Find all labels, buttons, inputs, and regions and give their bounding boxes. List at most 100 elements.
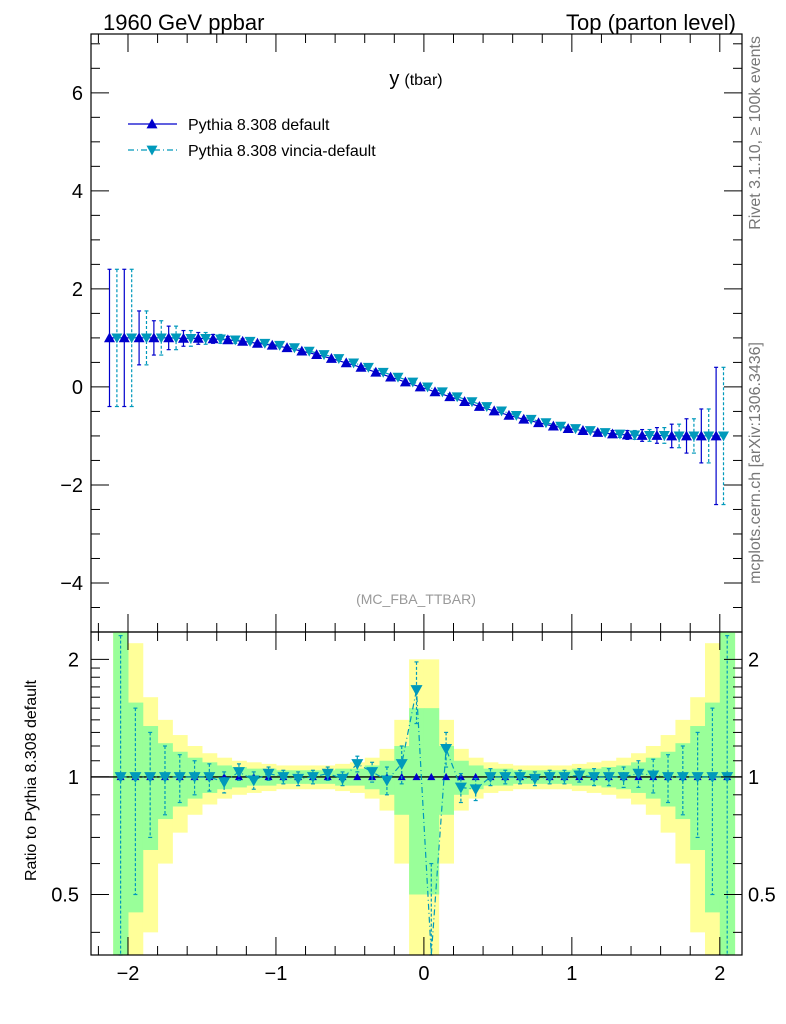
series2-point — [303, 346, 315, 357]
ratio-series2-point — [351, 759, 364, 770]
series2-point — [333, 354, 345, 364]
main-plot: −4 −2 0 2 4 6 — [60, 33, 743, 633]
main-ytick-label: 6 — [72, 83, 83, 105]
series2-point — [436, 387, 448, 398]
analysis-watermark: (MC_FBA_TTBAR) — [356, 591, 476, 607]
ratio-series2-point — [336, 773, 349, 785]
series1-point — [681, 430, 693, 441]
legend: Pythia 8.308 default Pythia 8.308 vincia-… — [128, 117, 376, 160]
legend-label-2: Pythia 8.308 vincia-default — [188, 143, 376, 160]
series1-point — [666, 430, 678, 441]
series1-point — [370, 366, 382, 377]
series2-point — [525, 414, 537, 425]
ratio-series2-point — [469, 784, 482, 796]
legend-label-1: Pythia 8.308 default — [188, 117, 330, 134]
ratio-ytick-label-right: 1 — [748, 767, 759, 789]
series1-point — [607, 428, 619, 439]
ratio-series2-point — [514, 772, 527, 783]
series1-point — [710, 430, 722, 441]
ratio-series2-point — [306, 772, 319, 783]
ratio-series2-point — [129, 772, 142, 783]
series1-point — [177, 332, 189, 343]
ratio-series2-point — [144, 772, 157, 783]
ratio-series2-point — [528, 773, 541, 785]
ratio-series2-point — [262, 768, 275, 780]
series1-point — [429, 386, 441, 397]
series2-point — [614, 429, 626, 440]
series2-point — [629, 430, 641, 441]
ratio-series2-point — [602, 772, 615, 783]
series2-point — [466, 397, 478, 408]
series1-point — [222, 334, 234, 345]
series1-point — [518, 413, 530, 424]
ratio-series2-point — [218, 777, 231, 789]
series2-point — [377, 367, 389, 378]
series2-point — [288, 343, 300, 354]
ratio-series2-point — [706, 772, 719, 783]
series1-point — [266, 339, 278, 350]
series2-point — [362, 362, 374, 373]
ratio-ylabel: Ratio to Pythia 8.308 default — [23, 679, 40, 881]
series2-point — [718, 431, 730, 442]
ratio-series2-point — [292, 773, 305, 785]
ratio-series2-point — [647, 770, 660, 782]
series1-point — [207, 333, 219, 344]
series2-point — [318, 350, 330, 361]
series1-point — [385, 371, 397, 382]
series1-point — [399, 376, 411, 387]
legend-marker-2 — [146, 145, 158, 156]
ratio-series2-point — [588, 772, 601, 783]
ratio-ytick-label-left: 1 — [68, 767, 79, 789]
series2-point — [170, 333, 182, 344]
series1-point — [592, 427, 604, 437]
series1-point — [473, 401, 485, 411]
ratio-ytick-label-left: 0.5 — [51, 885, 79, 907]
series2-point — [644, 431, 656, 441]
series2-point — [348, 358, 360, 369]
ratio-series2-point — [721, 772, 734, 783]
series2-point — [259, 338, 271, 349]
series1-point — [503, 409, 515, 420]
mcplots-side-label: mcplots.cern.ch [arXiv:1306.3436] — [747, 342, 764, 584]
series1-point — [281, 342, 293, 353]
rivet-side-label: Rivet 3.1.10, ≥ 100k events — [747, 36, 764, 230]
series2-point — [451, 392, 463, 403]
series2-point — [658, 431, 670, 441]
ratio-series2-point — [632, 768, 645, 780]
series1-point — [103, 332, 115, 343]
series2-point — [481, 402, 493, 413]
ratio-series2-point — [232, 767, 245, 778]
series1-point — [562, 423, 574, 433]
xtick-label: −2 — [117, 963, 140, 985]
series2-point — [555, 421, 567, 432]
ratio-series1-point — [353, 772, 362, 781]
series1-point — [533, 417, 545, 428]
xtick-label: 1 — [566, 963, 577, 985]
series2-point — [703, 431, 715, 442]
ratio-series2-point — [277, 772, 290, 783]
series1-point — [414, 381, 426, 392]
series2-point — [422, 382, 434, 393]
ratio-series2-point — [440, 744, 453, 755]
series2-point — [229, 335, 241, 346]
ratio-series1-point — [442, 772, 451, 781]
series2-point — [274, 340, 286, 351]
ratio-series2-point — [691, 772, 704, 783]
plot-title-sub: (tbar) — [404, 72, 442, 89]
series1-point — [148, 332, 160, 343]
xtick-label: 2 — [714, 963, 725, 985]
ratio-band-inner — [705, 702, 721, 913]
ratio-series2-point — [676, 772, 689, 783]
series1-point — [118, 332, 130, 343]
xtick-label: 0 — [418, 963, 429, 985]
ratio-series2-point — [173, 772, 186, 783]
series1-point — [325, 352, 337, 363]
series1-point — [296, 345, 308, 356]
ratio-plot: 0.5 0.5 1 1 2 2 −2 −1 0 1 2 — [51, 631, 776, 985]
series1-point — [237, 335, 249, 346]
series1-point — [488, 405, 500, 416]
ratio-series2-point — [484, 772, 497, 783]
xtick-label: −1 — [265, 963, 288, 985]
ratio-series1-point — [412, 772, 421, 781]
series2-point — [540, 418, 552, 429]
